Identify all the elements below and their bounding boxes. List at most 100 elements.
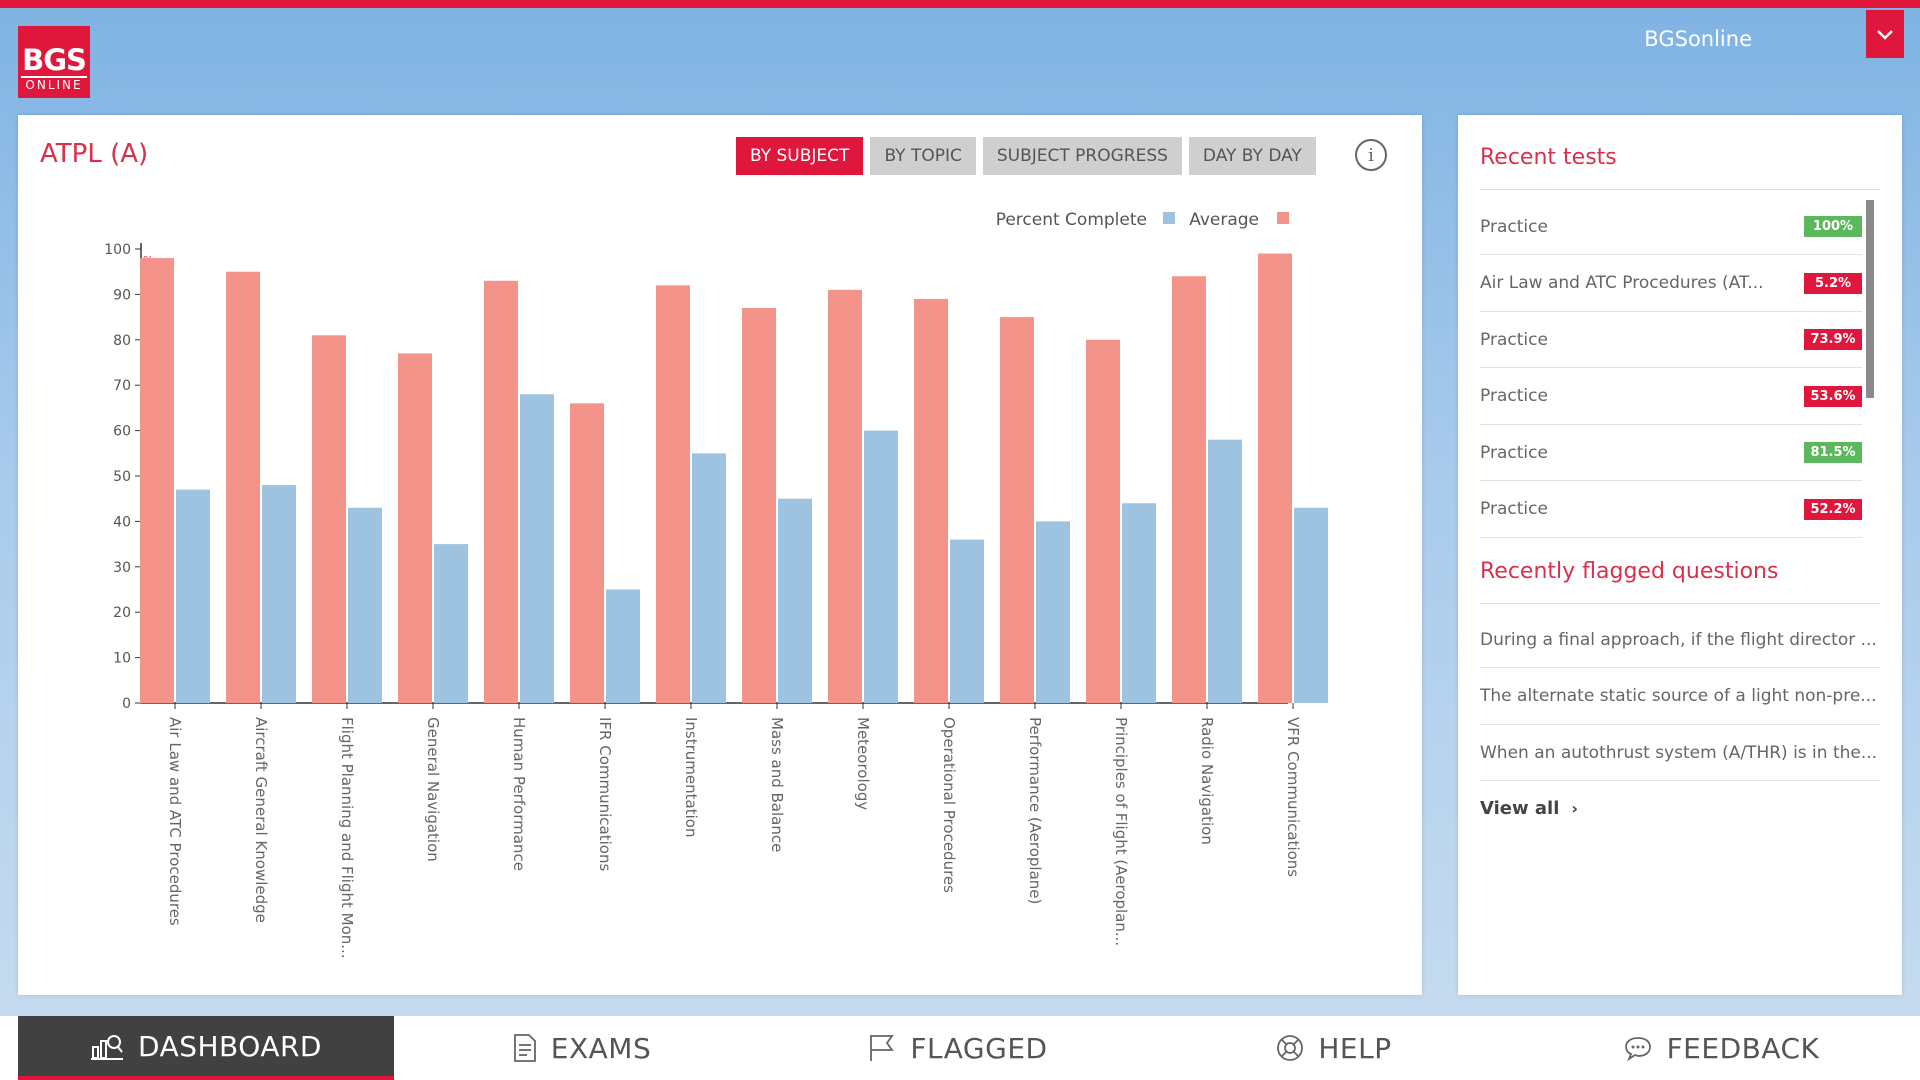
y-tick-label: 90: [113, 287, 131, 303]
x-tick-label: Mass and Balance: [768, 717, 786, 852]
nav-dashboard[interactable]: DASHBOARD: [18, 1016, 394, 1080]
score-badge: 53.6%: [1804, 385, 1862, 407]
bar-percent-complete: [176, 489, 210, 703]
x-tick-label: General Navigation: [424, 717, 442, 862]
score-badge: 100%: [1804, 216, 1862, 237]
tab-by-topic[interactable]: BY TOPIC: [870, 137, 976, 175]
flagged-heading: Recently flagged questions: [1480, 559, 1779, 584]
recent-tests-heading: Recent tests: [1480, 145, 1617, 170]
y-tick-label: 70: [113, 378, 131, 394]
legend-swatch: [1277, 212, 1289, 224]
logo-text: BGS: [22, 43, 87, 77]
nav-feedback[interactable]: FEEDBACK: [1522, 1016, 1920, 1080]
bar-percent-complete: [434, 544, 468, 703]
flagged-question-text: The alternate static source of a light n…: [1480, 686, 1877, 706]
nav-label: FLAGGED: [910, 1031, 1048, 1065]
dashboard-icon: [91, 1035, 123, 1060]
bar-average: [570, 403, 604, 703]
score-badge: 73.9%: [1804, 329, 1862, 350]
nav-label: EXAMS: [550, 1031, 652, 1065]
recent-test-name: Practice: [1480, 442, 1548, 463]
chat-bubble-icon: [1624, 1037, 1651, 1062]
y-tick-label: 100: [104, 242, 131, 258]
recent-test-name: Practice: [1480, 499, 1548, 519]
y-tick-label: 50: [113, 469, 131, 485]
user-name[interactable]: BGSonline: [1644, 27, 1752, 51]
page-title: ATPL (A): [40, 139, 149, 169]
flagged-question-row[interactable]: The alternate static source of a light n…: [1480, 669, 1880, 725]
bar-average: [312, 335, 346, 703]
nav-exams[interactable]: EXAMS: [394, 1016, 770, 1080]
x-tick-label: Meteorology: [854, 717, 872, 810]
nav-flagged[interactable]: FLAGGED: [770, 1016, 1146, 1080]
bar-average: [140, 258, 174, 703]
x-tick-label: Principles of Flight (Aeroplan...: [1112, 717, 1130, 946]
flagged-question-row[interactable]: During a final approach, if the flight d…: [1480, 612, 1880, 668]
subject-chart-panel: ATPL (A) BY SUBJECT BY TOPIC SUBJECT PRO…: [18, 115, 1422, 995]
bar-percent-complete: [520, 394, 554, 703]
nav-label: DASHBOARD: [138, 1029, 322, 1063]
score-badge: 81.5%: [1804, 442, 1862, 463]
flagged-question-text: During a final approach, if the flight d…: [1480, 629, 1877, 650]
x-tick-label: IFR Communications: [596, 717, 614, 871]
score-badge: 5.2%: [1804, 272, 1862, 294]
view-all-link[interactable]: View all ›: [1480, 798, 1578, 819]
chevron-down-icon: [1877, 30, 1893, 40]
nav-label: FEEDBACK: [1666, 1031, 1820, 1065]
recent-test-name: Practice: [1480, 216, 1548, 237]
flagged-question-text: When an autothrust system (A/THR) is in …: [1480, 742, 1878, 763]
y-tick-label: 80: [113, 333, 131, 349]
recent-test-row[interactable]: Practice 73.9%: [1480, 312, 1862, 368]
nav-help[interactable]: HELP: [1146, 1016, 1522, 1080]
recent-test-row[interactable]: Practice 53.6%: [1480, 369, 1862, 425]
side-panel: Recent tests Practice 100% Air Law and ATC…: [1458, 115, 1902, 995]
y-tick-label: 0: [122, 696, 131, 712]
bar-average: [1172, 276, 1206, 703]
recent-test-name: Practice: [1480, 386, 1548, 406]
bar-percent-complete: [1036, 521, 1070, 703]
bar-percent-complete: [692, 453, 726, 703]
score-badge: 52.2%: [1804, 498, 1862, 520]
recent-test-row[interactable]: Air Law and ATC Procedures (AT... 5.2%: [1480, 256, 1862, 312]
bar-percent-complete: [1294, 507, 1328, 703]
document-icon: [513, 1034, 536, 1062]
x-tick-label: Performance (Aeroplane): [1026, 717, 1044, 904]
legend-swatch: [1163, 212, 1175, 224]
recent-test-name: Practice: [1480, 329, 1548, 350]
bottom-navigation: DASHBOARD EXAMS FLAGGED HELP: [0, 1016, 1920, 1080]
bar-average: [226, 271, 260, 703]
bgs-online-logo[interactable]: BGS ONLINE: [18, 26, 90, 98]
bar-average: [398, 353, 432, 703]
bar-average: [1086, 339, 1120, 703]
recent-test-row[interactable]: Practice 100%: [1480, 199, 1862, 255]
bar-percent-complete: [262, 485, 296, 703]
tab-day-by-day[interactable]: DAY BY DAY: [1188, 137, 1316, 175]
divider: [1480, 603, 1880, 604]
logo-subtext: ONLINE: [21, 76, 87, 92]
bar-percent-complete: [778, 498, 812, 703]
view-all-label: View all: [1480, 798, 1560, 819]
bar-average: [828, 289, 862, 703]
x-tick-label: Human Performance: [510, 717, 528, 871]
recent-test-row[interactable]: Practice 52.2%: [1480, 482, 1862, 538]
top-accent-strip: [0, 0, 1920, 8]
recent-tests-scrollbar[interactable]: [1866, 200, 1874, 398]
x-tick-label: Air Law and ATC Procedures: [166, 717, 184, 926]
bar-average: [1258, 253, 1292, 704]
info-icon[interactable]: i: [1355, 139, 1387, 171]
tab-by-subject[interactable]: BY SUBJECT: [736, 137, 864, 175]
bar-percent-complete: [606, 589, 640, 703]
bar-percent-complete: [864, 430, 898, 703]
user-menu-toggle[interactable]: [1866, 10, 1904, 58]
legend-label: Percent Complete: [996, 210, 1147, 230]
bar-average: [656, 285, 690, 703]
flagged-question-row[interactable]: When an autothrust system (A/THR) is in …: [1480, 725, 1880, 781]
recent-test-row[interactable]: Practice 81.5%: [1480, 425, 1862, 481]
chevron-right-icon: ›: [1571, 799, 1578, 818]
tab-subject-progress[interactable]: SUBJECT PROGRESS: [982, 137, 1182, 175]
lifebuoy-icon: [1277, 1035, 1304, 1061]
flag-icon: [870, 1035, 895, 1061]
chart-view-tabs: BY SUBJECT BY TOPIC SUBJECT PROGRESS DAY…: [736, 137, 1323, 175]
y-tick-label: 10: [113, 651, 131, 667]
